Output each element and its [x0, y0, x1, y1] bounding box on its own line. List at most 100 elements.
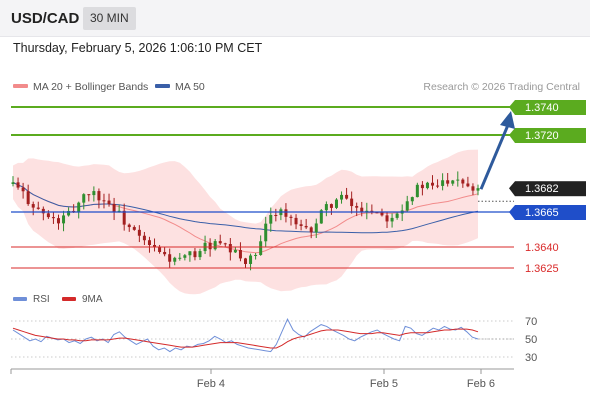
- candle-body: [249, 255, 253, 264]
- level-label-pivot: 1.3665: [525, 207, 559, 219]
- ma50-line: [12, 181, 479, 234]
- candle-body: [264, 223, 268, 242]
- candle-body: [269, 214, 273, 224]
- credit-text: Research © 2026 Trading Central: [423, 81, 580, 93]
- candle-body: [380, 212, 384, 216]
- chart-header: USD/CAD 30 MIN: [0, 0, 590, 37]
- candle-body: [127, 224, 131, 228]
- candle-body: [137, 229, 141, 236]
- candle-body: [178, 257, 182, 259]
- candle-body: [92, 191, 96, 196]
- candle-body: [46, 213, 50, 218]
- x-tick-label: Feb 5: [370, 378, 398, 390]
- forecast-arrow-head: [500, 111, 515, 129]
- candle-body: [11, 182, 15, 184]
- candle-body: [436, 185, 440, 187]
- x-tick-label: Feb 6: [467, 378, 495, 390]
- candle-body: [431, 182, 435, 186]
- candle-body: [304, 225, 308, 228]
- candle-body: [62, 215, 66, 224]
- candle-body: [415, 184, 419, 198]
- candle-body: [451, 180, 455, 184]
- candle-body: [319, 210, 323, 224]
- candle-body: [16, 182, 20, 188]
- rsi-ma-legend-swatch: [62, 297, 76, 301]
- ma20-legend-label: MA 20 + Bollinger Bands: [33, 81, 148, 93]
- candle-body: [254, 254, 258, 256]
- x-tick-label: Feb 4: [197, 378, 225, 390]
- candle-body: [289, 216, 293, 218]
- timeframe-button[interactable]: 30 MIN: [83, 7, 136, 30]
- candle-body: [112, 203, 116, 213]
- level-label-last-price: 1.3682: [525, 183, 559, 195]
- candle-body: [183, 255, 187, 258]
- candle-body: [36, 207, 40, 209]
- candle-body: [466, 183, 470, 187]
- candle-body: [56, 218, 60, 224]
- candle-body: [168, 254, 172, 262]
- last-price-tag: [515, 181, 586, 197]
- candle-body: [158, 247, 162, 252]
- last-price-tag-pointer: [509, 181, 515, 197]
- candle-body: [26, 191, 30, 205]
- candle-body: [213, 241, 217, 250]
- bollinger-band: [13, 149, 478, 295]
- rsi-legend-swatch: [13, 297, 27, 301]
- symbol-title: USD/CAD: [11, 10, 80, 27]
- candle-body: [360, 207, 364, 213]
- candle-body: [153, 245, 157, 248]
- candle-body: [355, 206, 359, 208]
- candle-body: [284, 209, 288, 217]
- candle-body: [425, 182, 429, 189]
- candle-body: [244, 258, 247, 264]
- level-label-resistance: 1.3740: [525, 102, 559, 114]
- candle-body: [107, 200, 111, 204]
- candle-body: [87, 194, 91, 196]
- ma50-legend-swatch: [155, 84, 170, 88]
- candle-body: [274, 214, 278, 216]
- candle-body: [238, 250, 242, 259]
- rsi-ma-legend-label: 9MA: [82, 294, 103, 305]
- rsi-ma-line: [12, 327, 479, 349]
- candle-body: [132, 227, 136, 230]
- candle-body: [375, 212, 379, 214]
- candle-body: [163, 251, 167, 255]
- rsi-tick-label: 30: [525, 352, 537, 364]
- rsi-tick-label: 50: [525, 334, 537, 346]
- candle-body: [233, 250, 237, 253]
- candle-body: [147, 240, 151, 246]
- candle-body: [476, 188, 480, 191]
- candle-body: [456, 179, 460, 181]
- candle-body: [67, 210, 71, 216]
- level-label-support: 1.3640: [525, 242, 559, 254]
- candle-body: [122, 210, 126, 225]
- level-tag-pointer: [509, 205, 515, 220]
- candle-body: [77, 202, 81, 212]
- candle-body: [228, 244, 232, 253]
- candle-body: [314, 223, 318, 233]
- candle-body: [208, 242, 212, 250]
- level-tag-resistance: [515, 100, 586, 115]
- candle-body: [471, 186, 475, 191]
- level-tag-resistance: [515, 128, 586, 143]
- candle-body: [142, 235, 146, 241]
- candle-body: [410, 197, 414, 202]
- candle-body: [385, 215, 389, 222]
- candle-body: [31, 204, 35, 208]
- rsi-line: [12, 318, 479, 353]
- candle-body: [259, 241, 263, 255]
- candle-body: [420, 184, 424, 189]
- chart-datetime: Thursday, February 5, 2026 1:06:10 PM CE…: [13, 41, 263, 55]
- forecast-arrow-shaft: [479, 124, 510, 190]
- level-label-support: 1.3625: [525, 263, 559, 275]
- candle-body: [405, 201, 409, 211]
- candle-body: [97, 191, 101, 201]
- candle-body: [193, 251, 197, 258]
- candle-body: [329, 204, 333, 208]
- candle-body: [345, 194, 349, 199]
- candle-body: [41, 208, 45, 214]
- candle-body: [102, 200, 106, 202]
- ma20-legend-swatch: [13, 84, 28, 88]
- candle-body: [218, 241, 222, 244]
